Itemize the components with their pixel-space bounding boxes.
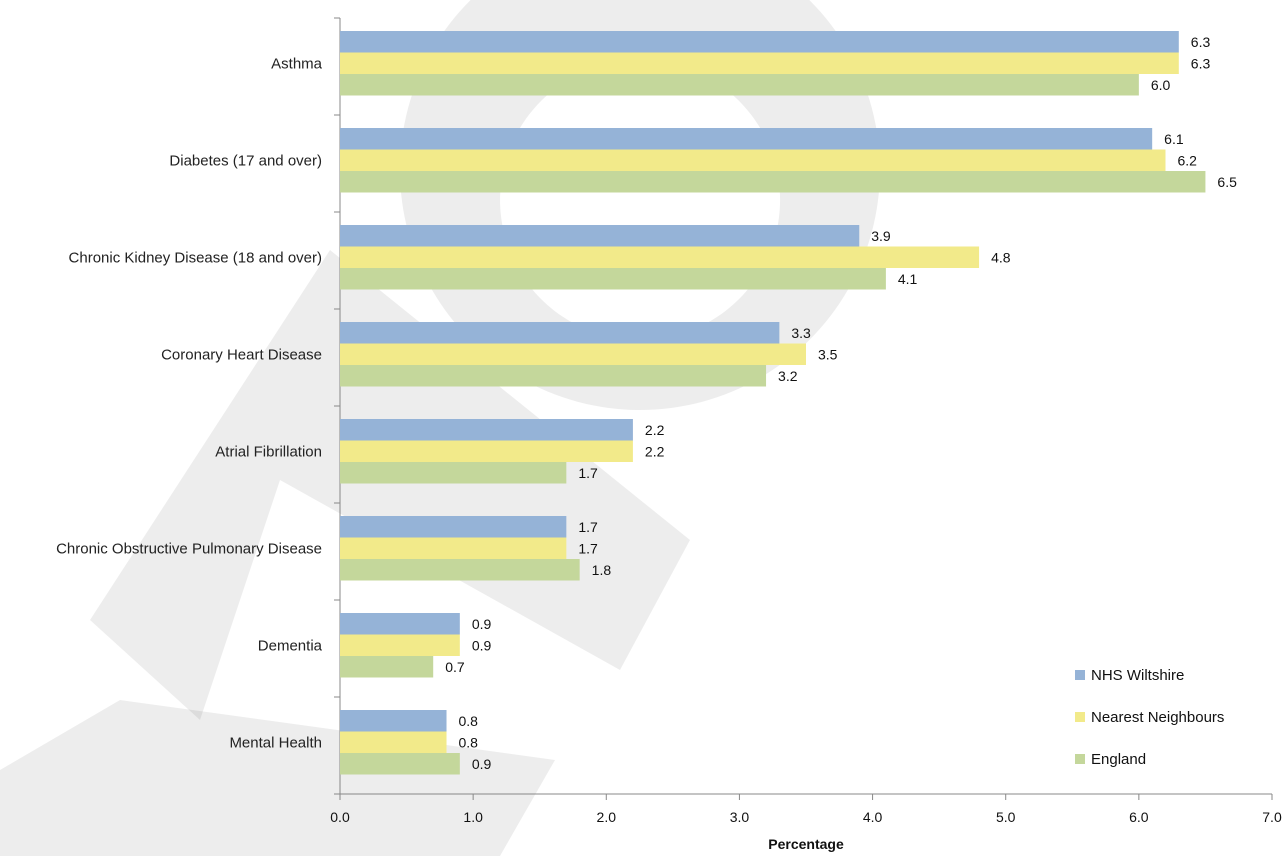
data-label: 3.2 [778,368,798,384]
category-label: Atrial Fibrillation [215,443,322,460]
watermark-ring [399,0,880,410]
bar [340,516,567,538]
bar [340,74,1139,96]
bar [340,656,434,678]
data-label: 6.5 [1217,174,1237,190]
bar [340,440,633,462]
data-label: 6.1 [1164,131,1184,147]
value-labels: 6.3 6.3 6.0 6.1 6.2 6.5 3.9 4.8 4.1 3.3 3.5 3.2 2.2 2… [445,34,1237,772]
data-label: 2.2 [645,443,665,459]
category-label: Diabetes (17 and over) [169,152,322,169]
data-label: 0.7 [445,659,465,675]
x-tick-label: 6.0 [1129,809,1149,825]
bar [340,559,580,581]
data-label: 3.5 [818,346,838,362]
bar [340,613,460,635]
x-tick-label: 2.0 [597,809,617,825]
legend-label: England [1091,751,1146,768]
bar [340,171,1206,193]
legend-label: NHS Wiltshire [1091,667,1184,684]
bar [340,731,447,753]
watermark-band-1 [90,250,690,720]
category-label: Mental Health [229,734,322,751]
x-tick-label: 3.0 [730,809,750,825]
bar [340,537,567,559]
bar [340,343,806,365]
data-label: 0.9 [472,616,492,632]
data-label: 4.8 [991,249,1011,265]
data-label: 6.3 [1191,55,1211,71]
legend-swatch [1075,670,1085,680]
category-label: Dementia [258,637,323,654]
data-label: 1.7 [578,519,598,535]
legend-swatch [1075,712,1085,722]
data-label: 6.3 [1191,34,1211,50]
bars [340,31,1206,775]
bar [340,710,447,732]
legend-swatch [1075,754,1085,764]
bar [340,149,1166,171]
category-labels: Asthma Diabetes (17 and over) Chronic Kidn… [56,55,323,751]
category-label: Chronic Obstructive Pulmonary Disease [56,540,322,557]
category-label: Coronary Heart Disease [161,346,322,363]
bar [340,462,567,484]
data-label: 6.0 [1151,77,1171,93]
bar [340,322,780,344]
bar [340,31,1179,53]
data-label: 2.2 [645,422,665,438]
data-label: 1.7 [578,465,598,481]
legend-label: Nearest Neighbours [1091,709,1224,726]
data-label: 6.2 [1177,152,1197,168]
data-label: 0.9 [472,756,492,772]
data-label: 3.9 [871,228,891,244]
watermark [0,0,880,856]
bar [340,52,1179,74]
bar [340,225,860,247]
watermark-band-2 [0,700,555,856]
bar [340,634,460,656]
category-label: Asthma [271,55,323,72]
legend: NHS Wiltshire Nearest Neighbours England [1075,667,1224,768]
data-label: 1.8 [592,562,612,578]
data-label: 3.3 [791,325,811,341]
x-tick-labels: 0.0 1.0 2.0 3.0 4.0 5.0 6.0 7.0 [330,809,1282,825]
x-tick-label: 1.0 [463,809,483,825]
x-tick-label: 4.0 [863,809,883,825]
bar [340,753,460,775]
bar [340,365,767,387]
x-axis-title: Percentage [768,836,844,852]
x-tick-label: 7.0 [1262,809,1282,825]
bar [340,128,1153,150]
category-label: Chronic Kidney Disease (18 and over) [69,249,322,266]
data-label: 1.7 [578,540,598,556]
bar [340,268,886,290]
x-tick-label: 0.0 [330,809,350,825]
data-label: 0.8 [459,713,479,729]
x-tick-label: 5.0 [996,809,1016,825]
bar [340,419,633,441]
data-label: 0.9 [472,637,492,653]
bar [340,246,980,268]
data-label: 4.1 [898,271,918,287]
data-label: 0.8 [459,734,479,750]
